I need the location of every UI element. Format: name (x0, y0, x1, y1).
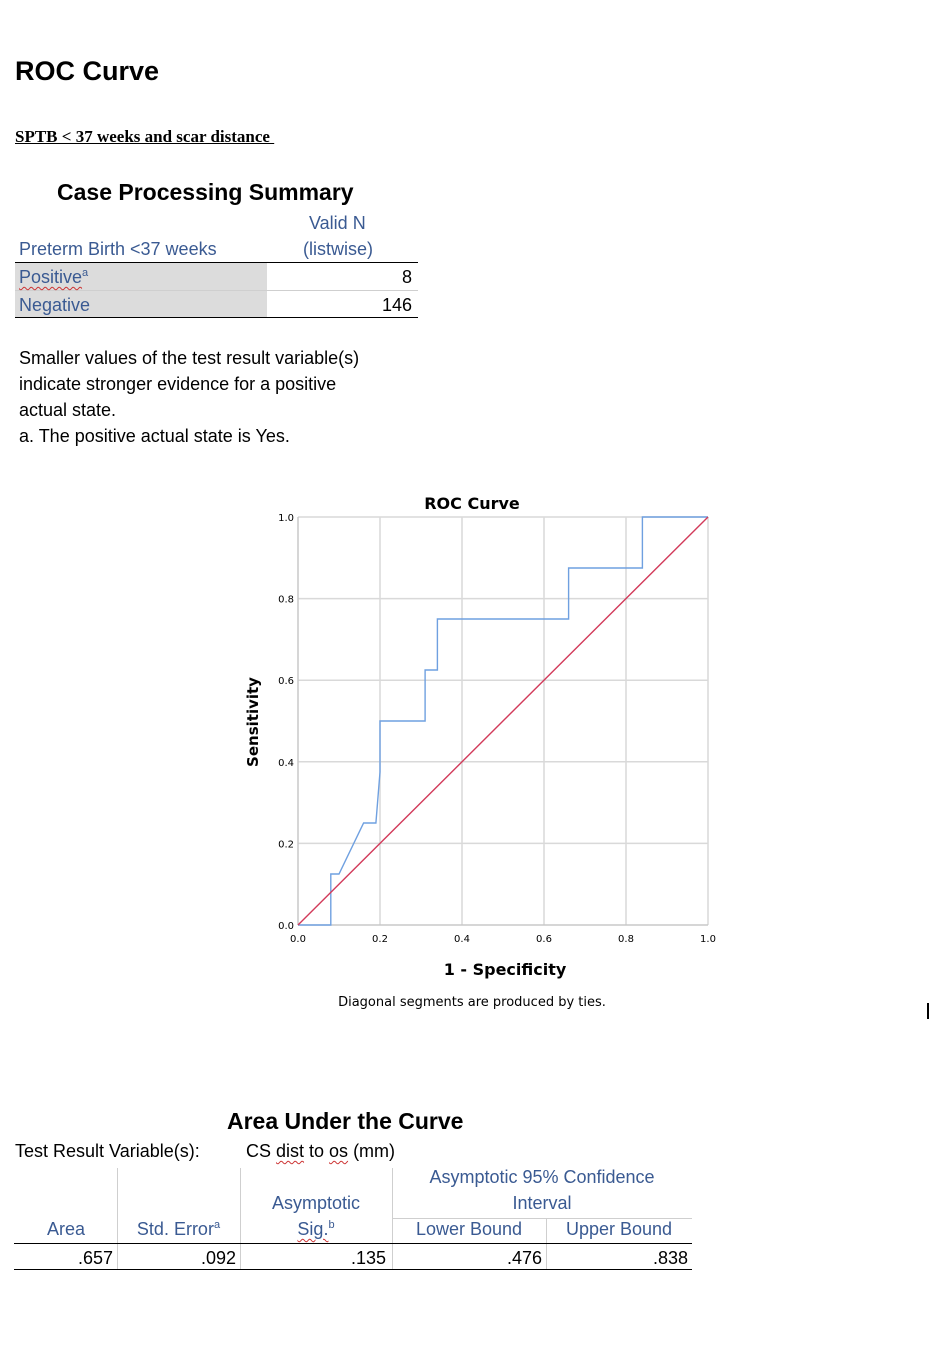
chart-footnote: Diagonal segments are produced by ties. (338, 995, 606, 1010)
y-tick-label-2: 0.4 (278, 758, 294, 769)
page-title: ROC Curve (15, 56, 160, 86)
upper-bound-value: .838 (652, 1248, 688, 1268)
row-positive-value: 8 (401, 267, 412, 287)
note-line-3: actual state. (19, 400, 117, 420)
chart-lines (297, 516, 709, 926)
series-line-0 (298, 516, 708, 926)
cps-header-rule (15, 262, 418, 263)
chart-title: ROC Curve (424, 494, 520, 513)
x-tick-label-2: 0.4 (454, 934, 470, 945)
col-sep-2 (240, 1168, 241, 1270)
ci-header-1: Asymptotic 95% Confidence (429, 1167, 655, 1187)
lower-bound-header: Lower Bound (415, 1219, 523, 1239)
chart-ylabel: Sensitivity (244, 677, 262, 767)
valid-n-header-2: (listwise) (303, 239, 373, 259)
text-cursor (927, 1003, 929, 1019)
cps-row-divider (15, 290, 418, 291)
row-positive-label: Positivea (19, 267, 89, 287)
y-tick-label-0: 0.0 (278, 921, 294, 932)
auc-bottom-rule (14, 1269, 692, 1270)
cps-bottom-rule (15, 317, 418, 318)
auc-header-rule (14, 1243, 692, 1244)
chart-grid (297, 516, 709, 926)
std-error-value: .092 (200, 1248, 236, 1268)
y-tick-label-1: 0.2 (278, 839, 294, 850)
valid-n-header-1: Valid N (309, 213, 366, 233)
area-header: Area (46, 1219, 86, 1239)
asym-sig-header-2: Sig.b (297, 1219, 335, 1239)
area-value: .657 (77, 1248, 113, 1268)
y-tick-label-3: 0.6 (278, 676, 294, 687)
subheading: SPTB < 37 weeks and scar distance (15, 127, 275, 146)
x-tick-label-4: 0.8 (618, 934, 634, 945)
chart-ticks: 0.0 0.2 0.4 0.6 0.8 1.0 0.0 0.2 0.4 0.6 0.8 1.0 (278, 513, 716, 945)
notes: Smaller values of the test result variab… (19, 345, 409, 449)
test-var-label: Test Result Variable(s): (15, 1141, 200, 1161)
std-error-header: Std. Errora (136, 1219, 221, 1239)
x-tick-label-3: 0.6 (536, 934, 552, 945)
asym-sig-header-1: Asymptotic (271, 1193, 361, 1213)
ci-span-rule (392, 1218, 692, 1219)
col-sep-3 (392, 1168, 393, 1270)
x-tick-label-5: 1.0 (700, 934, 716, 945)
auc-title: Area Under the Curve (227, 1108, 464, 1134)
y-tick-label-4: 0.8 (278, 595, 294, 606)
upper-bound-header: Upper Bound (565, 1219, 673, 1239)
ci-header-2: Interval (512, 1193, 572, 1213)
y-tick-label-5: 1.0 (278, 513, 294, 524)
lower-bound-value: .476 (506, 1248, 542, 1268)
row-header-label: Preterm Birth <37 weeks (19, 239, 217, 259)
series-line-1 (297, 516, 709, 926)
case-processing-title: Case Processing Summary (57, 179, 354, 205)
col-sep-4 (546, 1218, 547, 1270)
asym-sig-value: .135 (350, 1248, 386, 1268)
test-var-value: CS dist to os (mm) (246, 1141, 396, 1161)
note-line-2: indicate stronger evidence for a positiv… (19, 374, 337, 394)
x-tick-label-0: 0.0 (290, 934, 306, 945)
note-footnote-a: a. The positive actual state is Yes. (19, 426, 290, 446)
note-line-1: Smaller values of the test result variab… (19, 348, 360, 368)
row-negative-label: Negative (19, 295, 91, 315)
col-sep-1 (117, 1168, 118, 1270)
row-negative-value: 146 (381, 295, 412, 315)
chart-xlabel: 1 - Specificity (444, 960, 567, 979)
x-tick-label-1: 0.2 (372, 934, 388, 945)
